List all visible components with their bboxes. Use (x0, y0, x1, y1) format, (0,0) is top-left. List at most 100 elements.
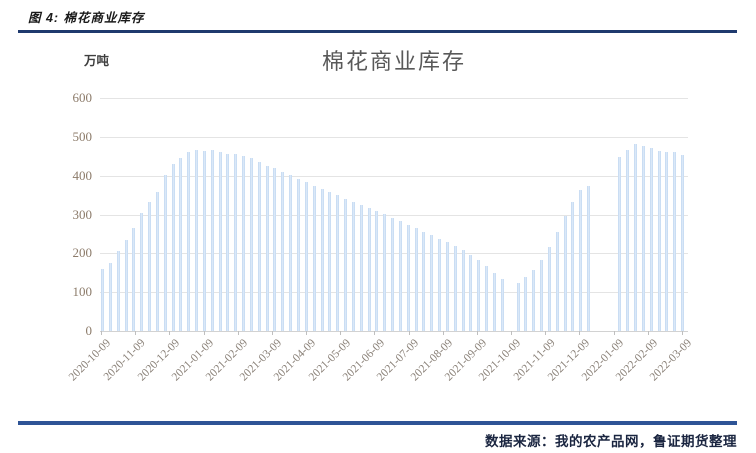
bar-2021-01-29 (226, 153, 230, 331)
bar-2021-04-09 (304, 182, 308, 331)
bar-2021-11-19 (555, 231, 559, 331)
gridline-y0 (100, 331, 688, 332)
bar-2020-11-06 (132, 227, 136, 331)
x-axis-tick (613, 331, 615, 335)
bar-2021-11-12 (547, 247, 551, 331)
bar-2021-01-22 (218, 152, 222, 331)
bar-2021-05-14 (344, 198, 348, 331)
source-note: 数据来源：我的农产品网，鲁证期货整理 (485, 434, 737, 449)
gridline-y400 (100, 175, 688, 177)
bar-2021-01-01 (195, 150, 199, 331)
bar-2021-03-05 (265, 165, 269, 331)
x-axis-tick (135, 331, 137, 335)
bar-2021-03-26 (289, 175, 293, 331)
bar-2021-06-18 (383, 214, 387, 331)
bar-2021-08-27 (461, 250, 465, 331)
bar-2021-06-25 (391, 217, 395, 331)
bar-2021-02-26 (257, 161, 261, 331)
bar-2021-01-08 (202, 151, 206, 331)
bar-2021-10-29 (532, 270, 536, 331)
bar-2021-02-19 (249, 158, 253, 331)
bar-2021-11-05 (540, 259, 544, 331)
y-axis-tick-label: 300 (72, 206, 93, 222)
x-axis-tick (340, 331, 342, 335)
y-axis-unit-label: 万吨 (84, 54, 110, 68)
bar-2022-01-28 (634, 144, 638, 331)
bar-2020-10-09 (101, 268, 104, 331)
bar-2022-02-11 (649, 148, 653, 331)
bar-2021-04-23 (320, 189, 324, 331)
bar-2021-11-26 (563, 215, 567, 331)
bar-2020-12-11 (171, 164, 175, 331)
bar-2020-12-04 (163, 175, 167, 331)
y-axis-tick-label: 500 (72, 128, 93, 144)
x-axis-tick (101, 331, 102, 335)
chart-title: 棉花商业库存 (321, 49, 466, 74)
bar-2020-12-18 (179, 157, 183, 331)
bar-2021-07-09 (406, 224, 410, 331)
bottom-divider (18, 421, 737, 425)
bar-2020-11-20 (148, 202, 152, 331)
x-axis-tick (511, 331, 513, 335)
bar-2021-05-07 (336, 195, 340, 331)
bar-2022-03-04 (673, 151, 677, 331)
bar-2021-06-04 (367, 207, 371, 331)
bar-2021-07-02 (398, 221, 402, 331)
bar-2021-04-30 (328, 192, 332, 331)
bar-2021-07-16 (414, 228, 418, 331)
bar-2021-12-10 (579, 190, 583, 331)
bar-2020-12-25 (187, 151, 191, 331)
x-axis-tick (203, 331, 205, 335)
y-axis-tick-label: 400 (72, 167, 93, 183)
y-axis-tick-label: 100 (72, 284, 93, 300)
y-axis-tick-label: 600 (72, 90, 93, 105)
bar-2021-09-03 (469, 254, 473, 331)
y-axis-tick-label: 0 (85, 323, 93, 338)
x-axis-tick (476, 331, 478, 335)
bar-2021-07-30 (430, 235, 434, 331)
bar-2022-02-04 (641, 145, 645, 331)
bar-2021-02-12 (242, 155, 246, 331)
x-axis-tick (374, 331, 376, 335)
bar-2021-03-12 (273, 168, 277, 331)
x-axis-tick (579, 331, 581, 335)
bar-2021-04-16 (312, 185, 316, 331)
top-divider (18, 30, 737, 33)
bar-2021-08-13 (445, 242, 449, 331)
gridline-y600 (100, 98, 688, 99)
bar-2021-10-01 (500, 278, 504, 331)
bar-2022-01-14 (618, 157, 622, 331)
bar-2020-11-27 (155, 191, 159, 331)
bar-2021-09-17 (485, 265, 489, 331)
x-axis-tick (682, 331, 683, 335)
bar-2021-03-19 (281, 171, 285, 331)
bar-2021-12-03 (571, 202, 575, 331)
bar-2021-08-06 (438, 238, 442, 331)
bar-2021-09-10 (477, 259, 481, 331)
figure-caption: 图 4: 棉花商业库存 (28, 11, 145, 25)
bar-2022-02-25 (665, 151, 669, 331)
bar-2020-11-13 (140, 213, 144, 331)
bar-2022-03-11 (681, 154, 685, 331)
bar-2022-01-21 (626, 150, 630, 331)
bar-2021-10-22 (524, 277, 528, 331)
bar-2021-07-23 (422, 231, 426, 331)
x-axis-tick (271, 331, 273, 335)
bar-2021-04-02 (297, 178, 300, 331)
x-axis-tick (545, 331, 547, 335)
bar-2021-08-20 (453, 246, 457, 331)
bar-2020-10-16 (108, 262, 112, 331)
bar-2020-10-30 (124, 239, 128, 331)
bar-2022-02-18 (657, 150, 661, 331)
gridline-y500 (100, 136, 688, 138)
x-axis-tick (647, 331, 649, 335)
plot-area (100, 98, 688, 332)
x-axis-tick (237, 331, 239, 335)
bar-2021-01-15 (210, 150, 214, 331)
x-axis-tick (169, 331, 171, 335)
y-axis-tick-label: 200 (72, 245, 93, 261)
bar-2021-05-21 (351, 201, 355, 331)
bar-2021-05-28 (359, 204, 363, 331)
x-axis-tick (306, 331, 308, 335)
